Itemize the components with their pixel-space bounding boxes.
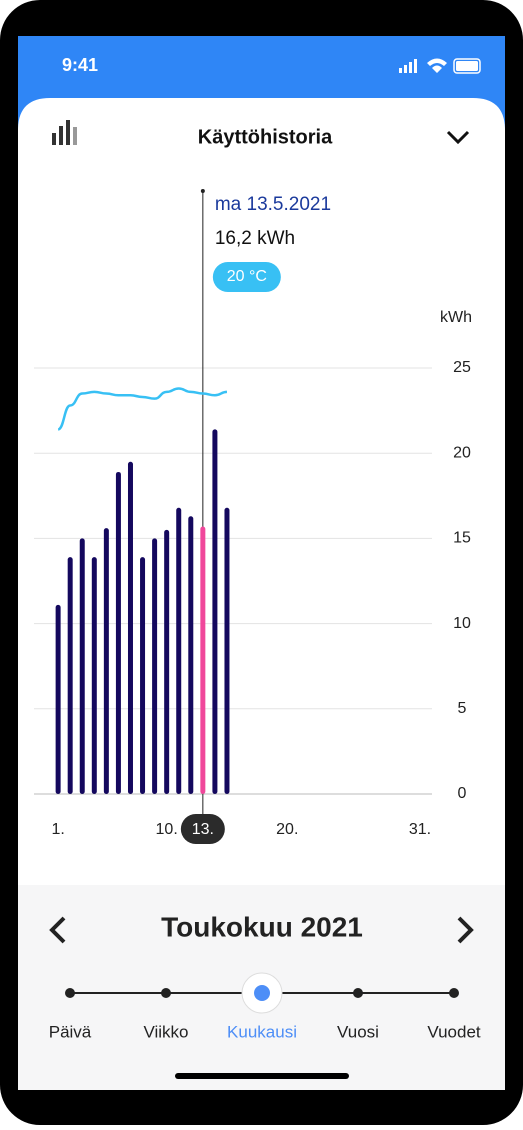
y-tick-label: 10 xyxy=(453,615,471,632)
prev-arrow[interactable] xyxy=(49,916,66,944)
bar xyxy=(67,557,73,794)
status-icons xyxy=(399,58,481,74)
header-title: Käyttöhistoria xyxy=(198,126,333,148)
bar xyxy=(79,538,85,794)
bar xyxy=(176,507,182,794)
temperature-line xyxy=(57,387,228,431)
tooltip-temp-pill xyxy=(212,262,281,292)
bar xyxy=(55,604,61,794)
x-tick-label: 31. xyxy=(409,821,431,838)
selected-tick-pill xyxy=(180,814,225,844)
chart-icon[interactable] xyxy=(52,120,77,145)
tabs: Päivä Viikko Kuukausi Vuosi Vuodet xyxy=(49,972,481,1041)
time: 9:41 xyxy=(62,55,98,75)
cursor-dot xyxy=(200,189,205,193)
tab-label[interactable]: Vuodet xyxy=(427,1022,481,1041)
chart: kWh 0 5 10 15 20 25 1. 10. 13. 20. 31. ma 13.5.2021 1… xyxy=(34,189,472,844)
bar xyxy=(103,528,109,794)
tab-label[interactable]: Viikko xyxy=(143,1022,188,1041)
tab-dot[interactable] xyxy=(449,988,459,998)
x-tick-label: 13. xyxy=(192,821,214,838)
x-tick-label: 10. xyxy=(156,821,178,838)
next-arrow[interactable] xyxy=(457,916,474,944)
bar xyxy=(91,557,97,794)
card xyxy=(18,98,505,1090)
y-tick-label: 15 xyxy=(453,530,471,547)
tab-label[interactable]: Päivä xyxy=(49,1022,92,1041)
tab-label[interactable]: Vuosi xyxy=(337,1022,379,1041)
collapse-chevron[interactable] xyxy=(446,130,470,145)
y-tick-label: 25 xyxy=(453,359,471,376)
bar xyxy=(115,471,121,794)
bar xyxy=(127,461,133,794)
tab-knob[interactable] xyxy=(254,985,270,1001)
x-tick-label: 1. xyxy=(51,821,64,838)
tab-dot[interactable] xyxy=(353,988,363,998)
bar xyxy=(188,516,194,794)
bar xyxy=(224,507,230,794)
y-axis-label: kWh xyxy=(440,309,472,326)
tooltip-date: ma 13.5.2021 xyxy=(215,194,331,215)
tab-dot[interactable] xyxy=(65,988,75,998)
tooltip-energy: 16,2 kWh xyxy=(215,228,295,249)
bar xyxy=(212,429,218,794)
bar xyxy=(152,538,158,794)
y-tick-label: 0 xyxy=(458,785,467,802)
y-tick-label: 20 xyxy=(453,444,471,461)
bar xyxy=(164,529,170,794)
y-tick-label: 5 xyxy=(458,700,467,717)
home-indicator xyxy=(175,1073,349,1079)
tab-label[interactable]: Kuukausi xyxy=(227,1022,297,1041)
bar xyxy=(140,557,146,794)
bar xyxy=(200,526,206,794)
tab-dot[interactable] xyxy=(161,988,171,998)
x-tick-label: 20. xyxy=(276,821,298,838)
tooltip-temperature: 20 °C xyxy=(227,268,267,285)
period-title: Toukokuu 2021 xyxy=(161,911,363,942)
